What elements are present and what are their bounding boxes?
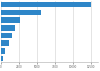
Bar — [1, 2, 91, 7]
Bar — [1, 48, 5, 54]
Bar — [1, 25, 15, 31]
Bar — [1, 40, 9, 46]
Bar — [1, 33, 12, 38]
Bar — [1, 10, 40, 15]
Bar — [1, 17, 20, 23]
Bar — [1, 56, 3, 61]
